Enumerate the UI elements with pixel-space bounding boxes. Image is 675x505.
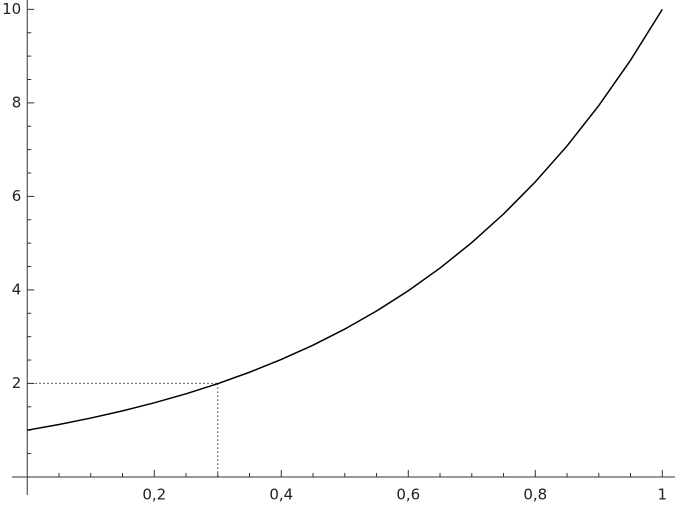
curve bbox=[27, 8, 663, 431]
x-tick-label: 0,2 bbox=[142, 485, 166, 503]
y-tick-label: 4 bbox=[12, 280, 22, 298]
y-tick-label: 6 bbox=[12, 187, 22, 205]
x-tick-label: 0,4 bbox=[269, 485, 293, 503]
x-tick-label: 1 bbox=[658, 485, 668, 503]
x-tick-label: 0,8 bbox=[523, 485, 547, 503]
y-tick-label: 2 bbox=[12, 374, 22, 392]
y-tick-label: 8 bbox=[12, 93, 22, 111]
y-tick-label: 10 bbox=[2, 0, 21, 18]
x-tick-label: 0,6 bbox=[396, 485, 420, 503]
